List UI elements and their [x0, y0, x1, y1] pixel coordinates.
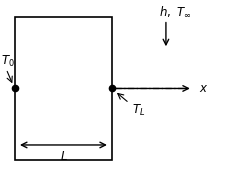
Text: $x$: $x$ — [199, 82, 208, 95]
Bar — [15, 17, 112, 160]
Text: $T_0$: $T_0$ — [1, 54, 15, 69]
Text: $L$: $L$ — [60, 149, 67, 163]
Text: $h,\ T_\infty$: $h,\ T_\infty$ — [159, 5, 191, 19]
Text: $T_L$: $T_L$ — [132, 103, 145, 118]
